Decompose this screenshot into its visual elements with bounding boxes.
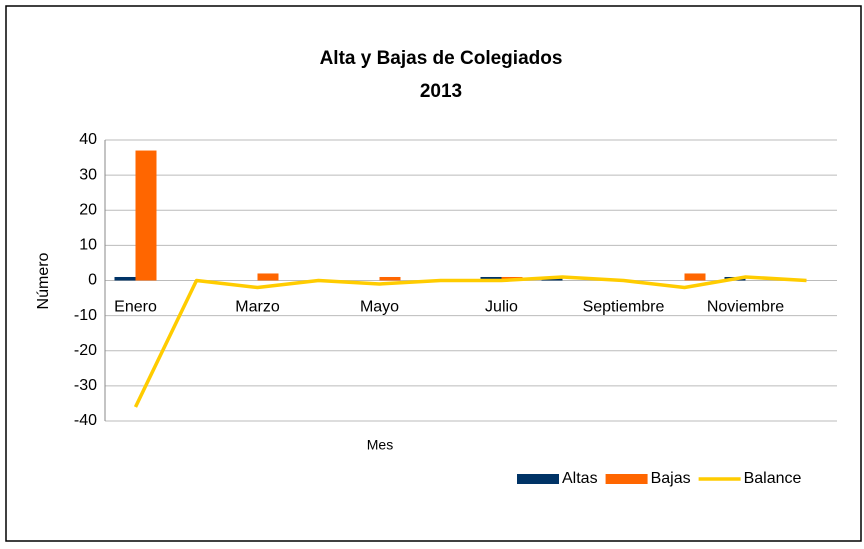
bar [114, 276, 136, 281]
bar [684, 273, 706, 281]
y-tick-label: -20 [74, 342, 97, 359]
legend-label: Balance [744, 470, 802, 487]
legend-label: Altas [562, 470, 598, 487]
x-tick-label: Julio [485, 299, 518, 316]
x-axis-label: Mes [367, 437, 393, 453]
chart-title: Alta y Bajas de Colegiados [320, 48, 563, 69]
y-tick-label: 30 [79, 166, 97, 183]
bar [257, 273, 279, 281]
y-axis-label: Número [35, 252, 52, 309]
bar [480, 276, 502, 281]
y-tick-label: -30 [74, 377, 97, 394]
x-tick-label: Septiembre [583, 299, 665, 316]
bar [135, 150, 157, 281]
y-tick-label: 10 [79, 237, 97, 254]
legend-label: Bajas [651, 470, 691, 487]
x-tick-label: Marzo [235, 299, 280, 316]
y-tick-label: 20 [79, 201, 97, 218]
x-tick-label: Enero [114, 299, 157, 316]
y-tick-label: 40 [79, 131, 97, 148]
bar [379, 276, 401, 281]
y-tick-label: -10 [74, 307, 97, 324]
line-series [133, 275, 807, 408]
legend-swatch [605, 474, 648, 484]
y-tick-label: -40 [74, 412, 97, 429]
chart-subtitle: 2013 [420, 81, 462, 102]
y-tick-label: 0 [88, 272, 97, 289]
x-tick-label: Mayo [360, 299, 399, 316]
legend-swatch [517, 474, 559, 484]
x-tick-label: Noviembre [707, 299, 784, 316]
